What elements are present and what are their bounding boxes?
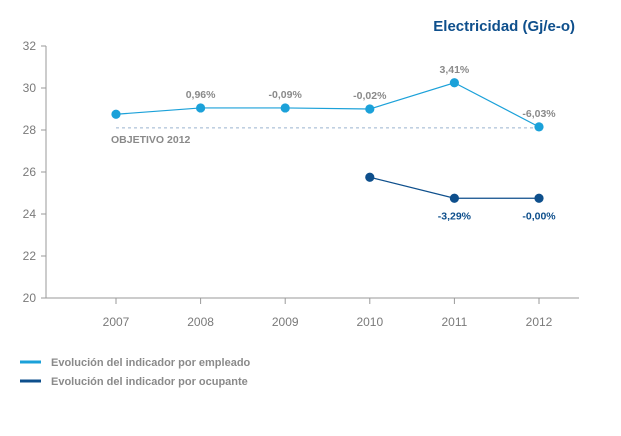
series-1-point: [280, 103, 290, 113]
axes: 20 22 24 26 28 30 32 2007 2008 2009 2010 2011 2012: [23, 39, 579, 329]
series-1-point: [196, 103, 206, 113]
series-1-point: [111, 109, 121, 119]
data-labels-group: 0,96% -0,09% -0,02% 3,41% -6,03% -3,29% -0,00%: [186, 64, 557, 223]
x-tick-label: 2009: [272, 315, 299, 329]
y-tick-label: 20: [23, 291, 37, 305]
y-tick-label: 28: [23, 123, 37, 137]
reference-line-label: OBJETIVO 2012: [111, 134, 191, 146]
series-1-data-label: -0,09%: [269, 89, 303, 101]
x-tick-label: 2010: [356, 315, 383, 329]
x-tick-label: 2007: [103, 315, 130, 329]
legend-label: Evolución del indicador por ocupante: [51, 376, 248, 388]
series-1-data-label: -0,02%: [353, 90, 387, 102]
legend: Evolución del indicador por empleado Evol…: [20, 357, 251, 388]
series-1-point: [534, 122, 544, 132]
y-tick-label: 30: [23, 81, 37, 95]
series-1-point: [365, 104, 375, 114]
series-2-point: [534, 193, 544, 203]
series-1-line: [115, 82, 540, 128]
x-tick-label: 2008: [187, 315, 214, 329]
y-tick-label: 22: [23, 249, 37, 263]
series-1-point: [449, 78, 459, 88]
series-2-data-label: -0,00%: [522, 210, 556, 222]
y-tick-label: 24: [23, 207, 37, 221]
series-1-data-label: 0,96%: [186, 89, 216, 101]
series-2-point: [365, 172, 375, 182]
series-2-data-label: -3,29%: [438, 210, 472, 222]
series-group: [111, 78, 544, 203]
series-1-data-label: -6,03%: [522, 108, 556, 120]
y-tick-label: 26: [23, 165, 37, 179]
reference-line-group: OBJETIVO 2012: [111, 127, 539, 146]
legend-label: Evolución del indicador por empleado: [51, 357, 251, 369]
y-tick-label: 32: [23, 39, 37, 53]
x-tick-label: 2011: [441, 315, 467, 329]
series-1-data-label: 3,41%: [440, 64, 470, 76]
series-2-point: [449, 193, 459, 203]
x-tick-label: 2012: [526, 315, 553, 329]
chart-title: Electricidad (Gj/e-o): [433, 18, 575, 35]
